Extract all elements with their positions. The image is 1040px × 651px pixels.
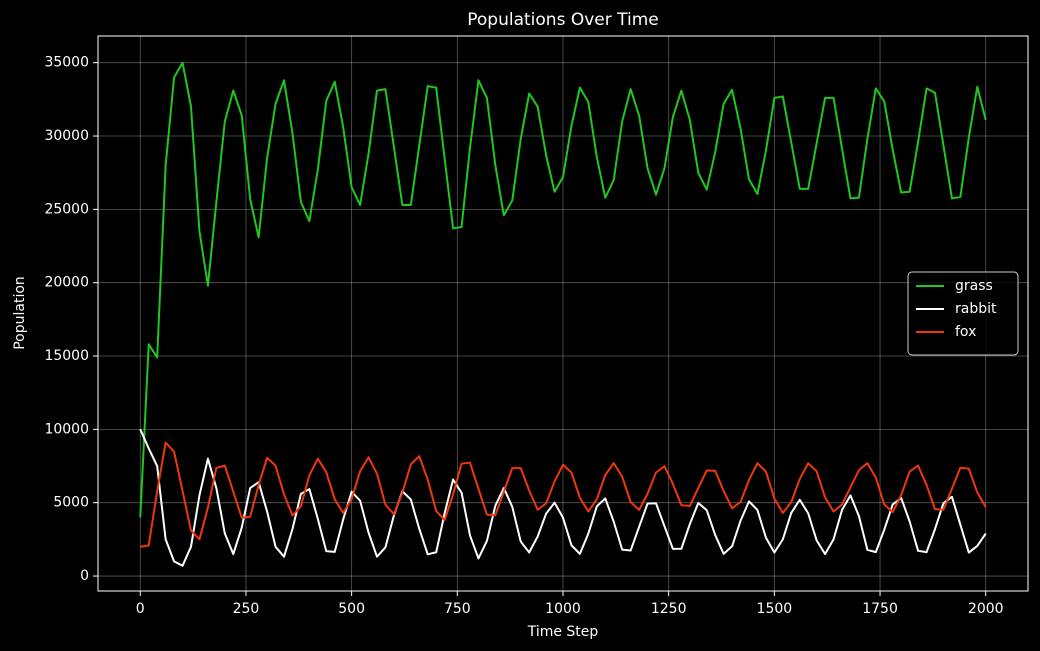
legend-label: fox <box>955 324 976 340</box>
x-axis-label: Time Step <box>527 624 599 640</box>
chart-title: Populations Over Time <box>467 10 658 30</box>
y-tick-label: 10000 <box>44 421 89 437</box>
x-tick-label: 1500 <box>757 601 793 617</box>
y-tick-label: 20000 <box>44 275 89 291</box>
legend-box <box>907 271 1019 356</box>
x-tick-label: 750 <box>444 601 471 617</box>
plot-frame <box>97 35 1029 592</box>
y-tick-label: 15000 <box>44 348 89 364</box>
x-tick-label: 250 <box>233 601 260 617</box>
legend: grass rabbit fox <box>907 271 1019 356</box>
series-line <box>139 428 987 567</box>
y-tick-label: 30000 <box>44 128 89 144</box>
series-line <box>140 441 987 548</box>
legend-label: rabbit <box>955 301 997 317</box>
x-tick-label: 0 <box>136 601 145 617</box>
x-tick-label: 500 <box>338 601 365 617</box>
series-line <box>139 61 987 518</box>
y-tick-label: 35000 <box>44 55 89 71</box>
x-tick-label: 1250 <box>651 601 687 617</box>
x-tick-label: 2000 <box>968 601 1004 617</box>
y-tick-label: 5000 <box>53 495 89 511</box>
y-tick-label: 0 <box>80 568 89 584</box>
x-tick-label: 1750 <box>862 601 898 617</box>
x-tick-label: 1000 <box>545 601 581 617</box>
y-tick-label: 25000 <box>44 201 89 217</box>
legend-label: grass <box>955 278 993 294</box>
y-axis-label: Population <box>12 276 28 350</box>
